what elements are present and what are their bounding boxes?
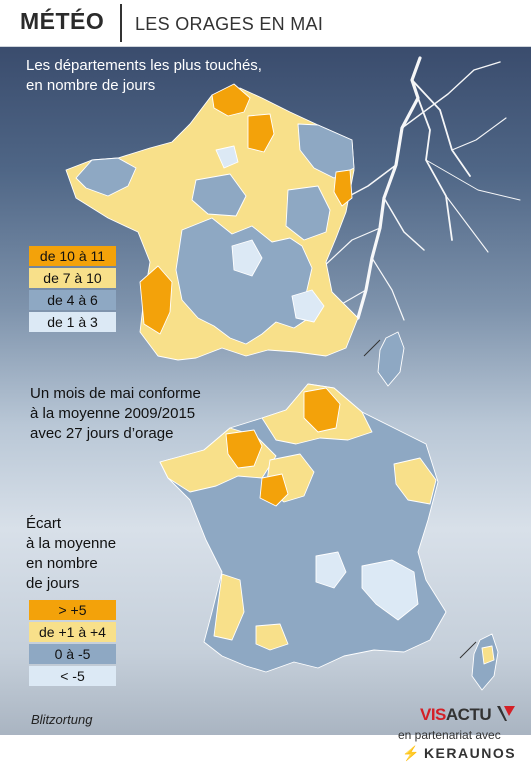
visactu-mark-icon	[497, 706, 516, 721]
legend2-swatch-plus5: > +5	[29, 600, 116, 620]
map1-title-line1: Les départements les plus touchés,	[26, 57, 262, 74]
keraunos-text: KERAUNOS	[423, 745, 517, 761]
subject-title: LES ORAGES EN MAI	[135, 14, 324, 34]
map2-yellow-southwest	[213, 573, 245, 641]
map2-light-alps	[361, 559, 419, 621]
legend1-swatch-7-10: de 7 à 10	[29, 268, 116, 288]
map2-yellow-pyrenees	[255, 623, 289, 651]
lightning-icon: ⚡	[402, 745, 421, 761]
map1-light-center	[231, 239, 263, 277]
visactu-wordmark: VISACTU	[420, 705, 516, 725]
map1-light-north	[215, 145, 239, 169]
legend1-swatch-1-3: de 1 à 3	[29, 312, 116, 332]
map2-legend-title-line2: à la moyenne	[26, 535, 117, 552]
map1-center-blue	[191, 173, 247, 217]
map2-legend-title-line1: Écart	[26, 515, 62, 532]
map1-east-blue	[285, 185, 331, 241]
map2-orange-normandy	[225, 429, 263, 469]
map1-corsica	[377, 331, 405, 387]
map2-corsica-south	[481, 645, 495, 665]
keraunos-logo: ⚡ KERAUNOS	[402, 745, 516, 762]
map2-orange-somme	[303, 387, 341, 433]
corsica-inset-frames	[363, 339, 477, 659]
map1-title-line2: en nombre de jours	[26, 77, 156, 94]
map1-title: Les départements les plus touchés, en no…	[26, 56, 326, 96]
map1-mid-blue	[175, 217, 313, 345]
map1-orange-north	[211, 83, 251, 117]
map2-legend-title-line4: de jours	[26, 575, 80, 592]
header-divider	[120, 4, 122, 42]
map1-west-blue	[75, 157, 137, 197]
partner-text: en partenariat avec	[398, 728, 501, 742]
brand-title: MÉTÉO	[20, 8, 105, 34]
france-map-deviation	[159, 383, 499, 691]
map2-intro: Un mois de mai conforme à la moyenne 200…	[30, 384, 330, 444]
visactu-dark-text: ACTU	[445, 705, 492, 724]
map1-orange-aisne	[247, 113, 275, 153]
maps-illustration	[65, 56, 521, 691]
map2-legend-title-line3: en nombre	[26, 555, 98, 572]
map1-legend: de 10 à 11 de 7 à 10 de 4 à 6 de 1 à 3	[29, 246, 116, 334]
map2-orange-loire	[259, 473, 289, 507]
map2-intro-line2: à la moyenne 2009/2015	[30, 405, 196, 422]
legend2-swatch-0-minus5: 0 à -5	[29, 644, 116, 664]
visactu-red-text: VIS	[420, 705, 446, 724]
visactu-logo: VISACTU en partenariat avec ⚡ KERAUNOS	[398, 705, 530, 765]
legend2-swatch-minus5: < -5	[29, 666, 116, 686]
legend2-swatch-plus1-4: de +1 à +4	[29, 622, 116, 642]
source-credit: Blitzortung	[31, 712, 93, 727]
map2-legend: > +5 de +1 à +4 0 à -5 < -5	[29, 600, 116, 688]
map1-orange-gironde	[139, 265, 173, 335]
header: MÉTÉO LES ORAGES EN MAI	[0, 0, 531, 47]
map2-intro-line1: Un mois de mai conforme	[30, 385, 201, 402]
legend1-swatch-10-11: de 10 à 11	[29, 246, 116, 266]
map2-light-center	[315, 551, 347, 589]
footer-strip	[0, 735, 531, 767]
lightning-bolt-icon	[315, 56, 521, 331]
map1-orange-alsace	[333, 169, 353, 207]
map2-intro-line3: avec 27 jours d’orage	[30, 425, 174, 442]
france-map-days	[65, 83, 405, 387]
legend1-swatch-4-6: de 4 à 6	[29, 290, 116, 310]
map2-yellow-east	[393, 457, 437, 505]
map2-legend-title: Écart à la moyenne en nombre de jours	[26, 514, 186, 594]
map1-light-alps	[291, 289, 325, 323]
